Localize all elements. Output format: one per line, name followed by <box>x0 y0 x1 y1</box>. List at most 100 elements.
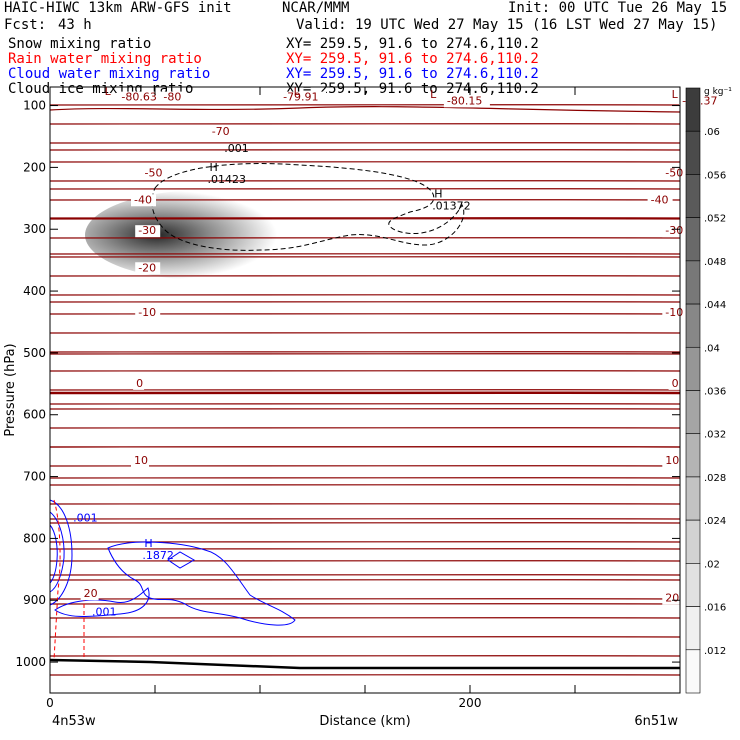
temperature-label: -80.63 <box>121 91 156 104</box>
temperature-contour <box>49 603 681 605</box>
colorbar-label: .04 <box>704 343 720 354</box>
temperature-contour <box>49 548 681 550</box>
colorbar-label: .048 <box>704 257 726 268</box>
temperature-label-bg <box>141 167 167 180</box>
field-xy-cloud-water: XY= 259.5, 91.6 to 274.6,110.2 <box>286 66 539 82</box>
temperature-contour <box>49 522 681 524</box>
colorbar-segment <box>685 390 701 435</box>
low-pressure-marker: L <box>430 88 437 101</box>
temperature-contour <box>49 294 681 296</box>
center-label: NCAR/MMM <box>282 0 350 16</box>
x-tick-label: 200 <box>459 696 482 710</box>
y-axis-label: Pressure (hPa) <box>3 343 18 436</box>
temperature-label-bg <box>647 194 673 207</box>
temperature-label-bg <box>662 592 681 605</box>
maximum-marker: H <box>144 537 152 550</box>
colorbar-label: .016 <box>704 603 726 614</box>
contour-label: .001 <box>73 512 98 525</box>
temperature-label: -40 <box>651 193 669 206</box>
temperature-label: -79.91 <box>283 91 318 104</box>
y-tick-label: 900 <box>23 593 46 607</box>
temperature-contour <box>49 123 681 125</box>
temperature-contour <box>49 104 681 106</box>
temperature-label-bg <box>133 377 145 390</box>
temperature-label-bg <box>135 262 161 275</box>
temperature-contour <box>49 598 681 600</box>
init-time: Init: 00 UTC Tue 26 May 15 <box>508 0 728 16</box>
temperature-label: -70 <box>212 125 230 138</box>
field-xy-rain: XY= 259.5, 91.6 to 274.6,110.2 <box>286 51 539 67</box>
colorbar-segment <box>685 303 701 348</box>
colorbar-segment <box>685 476 701 521</box>
temperature-label-bg <box>131 194 156 207</box>
temperature-contour <box>49 142 681 144</box>
temperature-contour <box>49 579 681 581</box>
temperature-label: -30 <box>138 224 156 237</box>
maximum-value: .01423 <box>208 173 247 186</box>
forecast-label: Fcst: <box>4 17 47 33</box>
temperature-contour <box>49 218 681 220</box>
y-tick-label: 600 <box>23 408 46 422</box>
colorbar-label: .024 <box>704 516 726 527</box>
model-title: HAIC-HIWC 13km ARW-GFS init <box>4 0 232 16</box>
cloud-water-contour <box>49 511 65 593</box>
temperature-contour <box>49 149 681 151</box>
colorbar-segment <box>685 433 701 478</box>
colorbar-label: .028 <box>704 473 726 484</box>
maximum-marker: H <box>210 161 218 174</box>
colorbar-segment <box>685 217 701 262</box>
temperature-label: -20 <box>138 261 156 274</box>
colorbar-label: .02 <box>704 559 720 570</box>
y-tick-label: 800 <box>23 531 46 545</box>
temperature-contour <box>49 237 681 239</box>
cloud-water-contour <box>49 499 73 606</box>
temperature-contour <box>49 199 681 201</box>
temperature-contour <box>49 560 681 562</box>
temperature-label: -80 <box>163 91 181 104</box>
temperature-contour <box>49 313 681 315</box>
temperature-label-bg <box>135 225 161 238</box>
temperature-label: 20 <box>665 591 679 604</box>
temperature-contour <box>49 389 681 391</box>
colorbar-segment <box>685 130 701 175</box>
temperature-contour <box>49 655 681 657</box>
field-xy-cloud-ice: XY= 259.5, 91.6 to 274.6,110.2 <box>286 81 539 97</box>
colorbar-label: .032 <box>704 430 726 441</box>
temperature-label-bg <box>662 455 681 468</box>
temperature-contour <box>49 256 681 258</box>
temperature-label-bg <box>662 306 688 319</box>
colorbar-segment <box>685 563 701 607</box>
temperature-contour <box>49 636 681 638</box>
temperature-contour <box>49 503 681 505</box>
temperature-contour <box>49 188 681 190</box>
y-tick-label: 1000 <box>15 655 46 669</box>
cloud-ice-contour <box>151 163 465 251</box>
rain-contour <box>53 499 61 661</box>
x-axis-label: Distance (km) <box>319 714 410 729</box>
field-name-cloud-water: Cloud water mixing ratio <box>8 66 211 82</box>
maximum-value: .1872 <box>142 549 174 562</box>
contour-label: .001 <box>224 142 249 155</box>
ground-surface-line <box>49 658 680 670</box>
temperature-label-bg <box>662 225 688 238</box>
temperature-contour <box>49 391 681 395</box>
temperature-contour <box>49 574 681 576</box>
maximum-marker: H <box>434 188 442 201</box>
temperature-label-bg <box>208 126 234 139</box>
temperature-label-bg <box>280 91 327 104</box>
colorbar-label: .06 <box>704 127 720 138</box>
colorbar-label: .044 <box>704 300 726 311</box>
forecast-hour: 43 h <box>58 17 92 33</box>
temperature-contour <box>49 403 681 405</box>
temperature-contour <box>49 106 681 113</box>
temperature-label: -40 <box>134 193 152 206</box>
y-tick-label: 500 <box>23 346 46 360</box>
colorbar-label: .052 <box>704 214 726 225</box>
temperature-contour <box>49 161 681 163</box>
colorbar-segment <box>685 346 701 391</box>
left-location-label: 4n53w <box>52 714 96 729</box>
temperature-contour <box>49 217 681 219</box>
temperature-label: -30 <box>665 224 683 237</box>
colorbar-label: .056 <box>704 170 726 181</box>
